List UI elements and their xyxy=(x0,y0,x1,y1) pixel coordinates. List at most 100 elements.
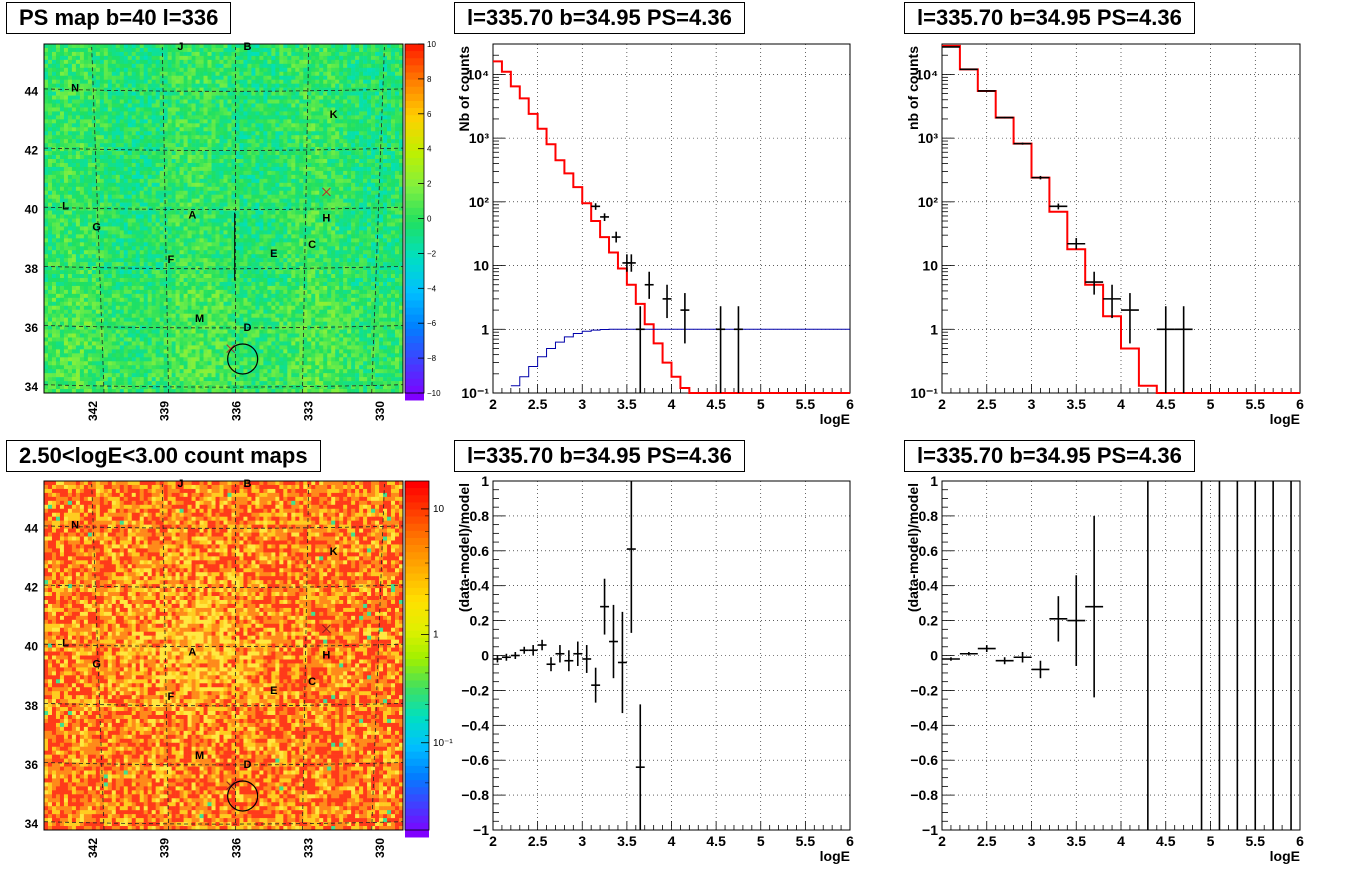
count-grid-longitude xyxy=(91,483,105,831)
ps-y-tick-label: 36 xyxy=(25,321,39,335)
ps-marker-F: F xyxy=(167,254,174,266)
res-bot-right-data-point xyxy=(995,657,1014,665)
res-bot-right-x-axis-label: logE xyxy=(1270,848,1300,864)
ps-colorbar-tick-label: −10 xyxy=(427,389,441,398)
spec-top-mid-gridlines xyxy=(492,44,851,394)
count-grid-longitude xyxy=(161,483,169,831)
spec-top-right-x-tick-label: 5.5 xyxy=(1246,396,1266,412)
ps-y-tick-label: 44 xyxy=(25,84,39,98)
res-bot-mid-y-tick-label: −0.6 xyxy=(461,752,489,768)
count-grid-latitude xyxy=(43,525,404,529)
count-cross-marker xyxy=(226,781,236,790)
ps-source-circle xyxy=(227,343,259,375)
res-bot-right-data-point xyxy=(1067,575,1086,666)
ps-y-tick-label: 34 xyxy=(25,380,39,394)
ps-x-tick-label: 333 xyxy=(301,401,315,421)
spec-top-mid-y-tick-label: 10³ xyxy=(469,130,490,146)
spec-top-mid-y-tick-label: 10⁴ xyxy=(467,66,490,82)
spec-top-right-x-tick-label: 3 xyxy=(1028,396,1036,412)
ps-grid-latitude xyxy=(43,147,404,151)
res-bot-right-data-point xyxy=(977,645,996,653)
count-colorbar-tick-label: 10 xyxy=(433,504,445,515)
ps-marker-K: K xyxy=(330,109,338,121)
spec-top-mid-data-point xyxy=(662,284,672,319)
count-colorbar: 10 1 10⁻¹ xyxy=(404,480,453,838)
ps-marker-L: L xyxy=(62,201,69,213)
res-bot-mid-y-tick-label: 0.6 xyxy=(470,543,490,559)
ps-colorbar-tick-label: 4 xyxy=(427,145,432,154)
spec-top-mid-step-series-1 xyxy=(510,328,850,387)
count-grid-latitude xyxy=(43,703,404,707)
count-marker-A: A xyxy=(188,647,196,659)
res-bot-right-data-point xyxy=(1031,660,1050,679)
res-bot-right-y-tick-label: 0.4 xyxy=(919,578,939,594)
count-grid-longitude xyxy=(302,483,309,831)
ps-markers: J B N K L A H G C E F M D xyxy=(62,41,338,375)
count-marker-M: M xyxy=(195,750,204,762)
spec-top-mid-x-tick-label: 5 xyxy=(757,396,765,412)
spec-top-right-data-point xyxy=(1085,271,1104,295)
ps-marker-N: N xyxy=(71,82,79,94)
res-bot-right-y-tick-label: −0.4 xyxy=(910,717,938,733)
res-bot-mid-data-point xyxy=(510,652,520,659)
spec-top-right-data-point xyxy=(942,46,960,48)
count-colorbar-frame xyxy=(404,480,430,831)
count-markers: J B N K L A H G C E F M D xyxy=(62,478,338,812)
ps-y-tick-label: 40 xyxy=(25,203,39,217)
res-bot-mid-x-tick-label: 6 xyxy=(846,833,854,849)
ps-coord-grid xyxy=(43,46,404,394)
count-marker-G: G xyxy=(92,658,101,670)
spec-top-right-x-axis-label: logE xyxy=(1270,411,1300,427)
spec-top-right-data-point xyxy=(1103,284,1121,319)
count-heatmap: J B N K L A H G C E F M D 342 339 336 333 330 44 42 40 38 36 34 xyxy=(25,478,404,858)
res-bot-mid-data-point xyxy=(555,645,565,663)
res-bot-mid-y-tick-label: −1 xyxy=(473,822,489,838)
count-marker-E: E xyxy=(270,685,277,697)
ps-grid-longitude xyxy=(161,46,169,394)
ps-colorbar-tick-label: 10 xyxy=(427,40,436,49)
spec-top-right-data-point xyxy=(959,68,978,71)
res-bot-mid-data-point xyxy=(609,604,618,679)
ps-grid-latitude xyxy=(43,88,404,92)
spec-top-mid-x-tick-label: 6 xyxy=(846,396,854,412)
count-grid-longitude xyxy=(371,483,385,831)
res-bot-mid-y-axis-label: (data-model)/model xyxy=(456,483,472,612)
spec-top-right-x-tick-label: 6 xyxy=(1296,396,1304,412)
ps-x-tick-label: 336 xyxy=(229,401,243,421)
res-bot-mid-x-tick-label: 3 xyxy=(578,833,586,849)
spec-top-mid-data-point xyxy=(591,203,601,210)
spec-top-mid-y-tick-label: 1 xyxy=(481,321,489,337)
res-bot-right-x-tick-label: 5.5 xyxy=(1246,833,1266,849)
res-bot-right-y-tick-label: 1 xyxy=(930,473,938,489)
res-bot-mid-data-point xyxy=(635,704,645,830)
res-bot-mid-y-tick-label: 0.4 xyxy=(470,578,490,594)
count-y-tick-label: 40 xyxy=(25,640,39,654)
spec-top-mid-y-tick-label: 10² xyxy=(469,194,490,210)
res-bot-mid-y-tick-label: 1 xyxy=(481,473,489,489)
res-bot-mid-x-tick-label: 3.5 xyxy=(617,833,637,849)
count-heatmap-cells xyxy=(44,481,404,831)
res-bot-mid-data-point xyxy=(537,639,547,651)
res-bot-right-y-tick-label: 0.2 xyxy=(919,613,939,629)
ps-grid-longitude xyxy=(371,46,385,394)
count-y-tick-label: 38 xyxy=(25,699,39,713)
count-grid-latitude xyxy=(43,762,404,766)
count-frame xyxy=(43,480,404,831)
count-colorbar-tick-label: 1 xyxy=(433,630,439,641)
res-bot-mid-y-tick-label: −0.4 xyxy=(461,717,489,733)
res-bot-right-data-point xyxy=(1085,515,1104,698)
res-bot-mid-x-tick-label: 4 xyxy=(668,833,676,849)
spec-top-mid-x-tick-label: 5.5 xyxy=(796,396,816,412)
count-x-tick-label: 333 xyxy=(301,838,315,858)
spec-top-mid-data-point xyxy=(635,306,645,393)
res-bot-right-x-tick-label: 4 xyxy=(1117,833,1125,849)
res-bot-right-y-tick-label: −1 xyxy=(922,822,938,838)
res-bot-mid-gridlines xyxy=(492,480,851,831)
spec-top-right-y-tick-label: 10² xyxy=(918,194,939,210)
ps-marker-J: J xyxy=(177,41,183,53)
residual-bot-right-title: l=335.70 b=34.95 PS=4.36 xyxy=(904,440,1195,472)
spec-top-right-data-point xyxy=(1121,293,1139,344)
ps-grid-latitude xyxy=(43,206,404,210)
count-colorbar-tick-label: 10⁻¹ xyxy=(433,738,453,749)
